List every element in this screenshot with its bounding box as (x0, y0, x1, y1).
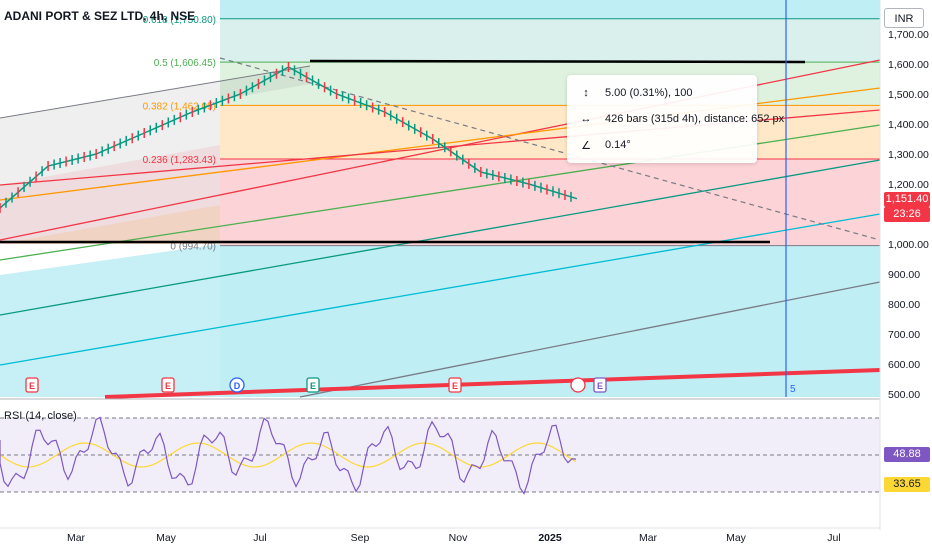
time-label: Jul (253, 532, 266, 544)
time-label: Mar (67, 532, 86, 544)
fib-label: 0.236 (1,283.43) (143, 155, 216, 166)
fib-zone (220, 158, 880, 246)
regression-channel-fill (0, 66, 310, 244)
event-marker-e[interactable]: E (448, 377, 462, 393)
fib-zone (220, 62, 880, 106)
currency-label[interactable]: INR (884, 8, 924, 28)
left-red-fill (0, 145, 220, 244)
price-tick-label: 1,700.00 (888, 29, 929, 41)
tooltip-bars-row: ↔ 426 bars (315d 4h), distance: 652 px (579, 111, 785, 127)
price-tick-label: 800.00 (888, 299, 920, 311)
time-label: Nov (449, 532, 468, 544)
earnings-marker-icon (448, 377, 462, 393)
angle-icon: ∠ (581, 139, 591, 152)
rsi-title: RSI (14, close) (4, 410, 77, 422)
rsi-line (0, 416, 577, 495)
bars-range-icon: ↔ (580, 113, 592, 125)
rsi-value-tag: 48.88 (884, 447, 930, 462)
earnings-marker-icon (161, 377, 175, 393)
symbol-title: ADANI PORT & SEZ LTD, 4h, NSE (4, 9, 196, 23)
horizontal-top-line (309, 59, 806, 64)
event-marker-e[interactable]: E (161, 377, 175, 393)
rsi-pane[interactable]: 60.0040.0020.00 (0, 398, 932, 516)
rsi-band (0, 418, 880, 492)
event-marker-label: E (310, 381, 316, 391)
countdown-tag: 23:26 (884, 207, 930, 222)
regression-upper (0, 65, 311, 119)
last-price-tag: 1,151.40 (884, 192, 930, 207)
price-tick-label: 500.00 (888, 389, 920, 401)
time-label: 2025 (538, 532, 562, 544)
overlays: 5 (785, 0, 796, 397)
fib-label: 0.382 (1,462.05) (143, 101, 216, 112)
tooltip-angle: 0.14° (605, 139, 631, 151)
trend-dashed-line (219, 57, 881, 241)
event-marker-label: E (29, 381, 35, 391)
price-tick-label: 600.00 (888, 359, 920, 371)
earnings-marker-icon (593, 377, 607, 393)
event-marker-label: D (234, 381, 241, 391)
price-range-icon: ↕ (583, 87, 589, 99)
time-label: Jul (827, 532, 840, 544)
lightning-icon (570, 377, 586, 393)
time-label: May (156, 532, 177, 544)
fib-zones (0, 0, 880, 397)
price-tick-label: 1,300.00 (888, 149, 929, 161)
price-tick-label: 1,000.00 (888, 239, 929, 251)
event-marker-d[interactable]: D (229, 377, 245, 393)
price-tick-label: 900.00 (888, 269, 920, 281)
event-marker-label: E (597, 381, 603, 391)
channel-line (0, 159, 881, 316)
left-cyan-fill (0, 244, 220, 397)
rsi-ma-value-tag: 33.65 (884, 477, 930, 492)
fib-label: 0.5 (1,606.45) (154, 58, 216, 69)
measure-tooltip: ↕ 5.00 (0.31%), 100 ↔ 426 bars (315d 4h)… (567, 75, 784, 163)
red-thick-line (104, 368, 881, 399)
event-marker-e[interactable]: E (593, 377, 607, 393)
earnings-marker-icon (25, 377, 39, 393)
event-marker-label: E (165, 381, 171, 391)
fib-label: 0 (994.70) (170, 242, 216, 253)
price-tick-label: 1,600.00 (888, 59, 929, 71)
event-marker-e[interactable]: E (25, 377, 39, 393)
time-label: May (726, 532, 747, 544)
vertical-line-label: 5 (790, 384, 796, 395)
price-axis[interactable]: 1,700.00 1,600.00 1,500.00 1,400.00 1,300.00… (879, 0, 932, 550)
price-candles (0, 62, 578, 213)
time-axis[interactable]: Mar May Jul Sep Nov 2025 Mar May Jul (0, 527, 880, 544)
tooltip-bars-distance: 426 bars (315d 4h), distance: 652 px (605, 113, 785, 125)
dividend-marker-icon (229, 377, 245, 393)
price-tick-label: 700.00 (888, 329, 920, 341)
tooltip-price-change: 5.00 (0.31%), 100 (605, 87, 693, 99)
channel-line (0, 213, 881, 366)
event-marker-label: E (452, 381, 458, 391)
fib-zone-top (220, 0, 880, 19)
event-marker-e[interactable]: E (306, 377, 320, 393)
price-tick-label: 1,200.00 (888, 179, 929, 191)
price-tick-label: 1,400.00 (888, 119, 929, 131)
fib-label: 0.618 (1,750.80) (143, 15, 216, 26)
earnings-marker-icon (306, 377, 320, 393)
channel-line (299, 281, 881, 398)
tooltip-angle-row: ∠ 0.14° (579, 137, 631, 153)
fib-zone (220, 105, 880, 159)
price-tick-label: 1,500.00 (888, 89, 929, 101)
time-label: Mar (639, 532, 658, 544)
time-label: Sep (351, 532, 370, 544)
fib-zone (220, 18, 880, 63)
tooltip-price-row: ↕ 5.00 (0.31%), 100 (579, 85, 692, 101)
